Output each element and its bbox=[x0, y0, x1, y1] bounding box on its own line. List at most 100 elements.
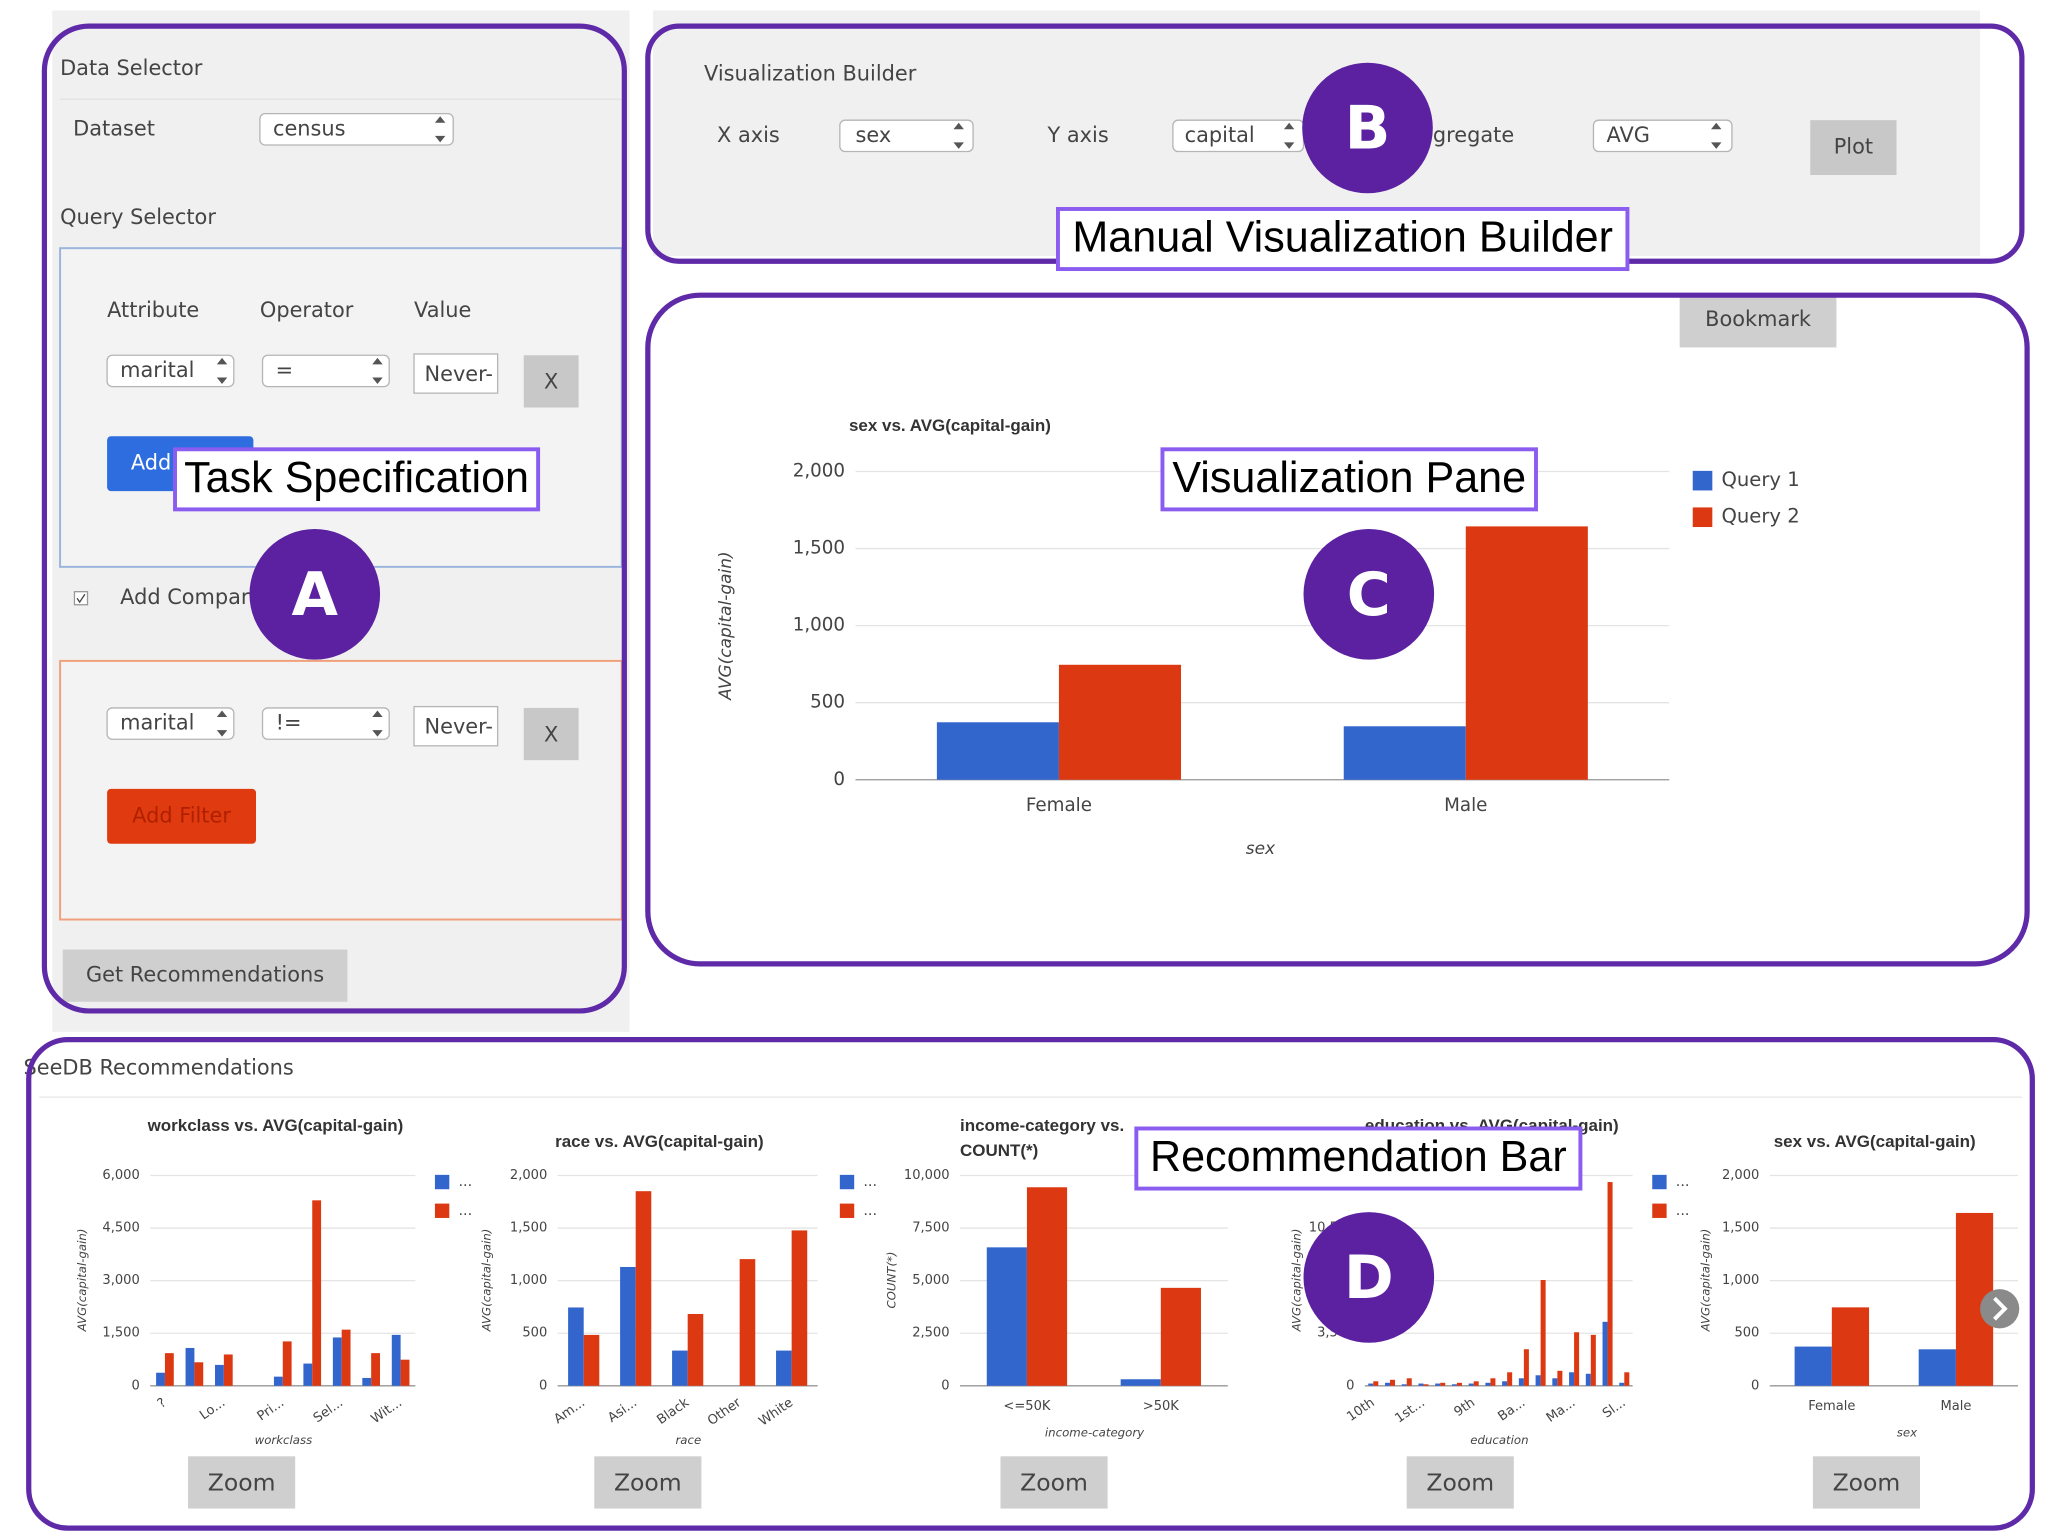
x-tick-label: ? bbox=[155, 1395, 169, 1411]
zoom-button[interactable] bbox=[1406, 1456, 1514, 1509]
bar bbox=[1585, 1373, 1591, 1386]
legend-swatch bbox=[1692, 470, 1713, 491]
aggregate-select[interactable] bbox=[1592, 119, 1733, 153]
add-filter-button[interactable] bbox=[107, 788, 256, 844]
y-tick-label: 1,500 bbox=[1722, 1221, 1759, 1236]
x-tick-label: Asi... bbox=[605, 1395, 640, 1426]
field-label: Y axis bbox=[1047, 123, 1109, 147]
y-tick-label: 7,500 bbox=[912, 1221, 949, 1236]
remove-button[interactable] bbox=[523, 355, 579, 408]
y-axis-label: COUNT(*) bbox=[885, 1251, 899, 1308]
bar bbox=[400, 1359, 410, 1386]
zoom-button[interactable] bbox=[594, 1456, 702, 1509]
annotation-label: Recommendation Bar bbox=[1150, 1133, 1567, 1181]
select-arrow bbox=[953, 122, 964, 149]
charts: sex vs. AVG(capital-gain) 0 500 1,000 1,500 2… bbox=[75, 415, 2018, 1447]
checkmark bbox=[76, 593, 86, 604]
bar bbox=[1343, 726, 1466, 780]
x-axis-label: sex bbox=[1246, 839, 1276, 859]
x-tick-label: <=50K bbox=[1003, 1399, 1050, 1414]
chart-title: sex vs. AVG(capital-gain) bbox=[848, 415, 1051, 435]
bar bbox=[1507, 1372, 1513, 1386]
bar bbox=[194, 1362, 204, 1386]
x-tick-label: Ma... bbox=[1544, 1395, 1579, 1425]
legend-label: ... bbox=[1676, 1203, 1690, 1219]
scroll-arrow-icon bbox=[1993, 1296, 2008, 1321]
x-tick-label: >50K bbox=[1143, 1399, 1180, 1414]
zoom-button[interactable] bbox=[1000, 1456, 1108, 1509]
bar bbox=[672, 1350, 688, 1386]
plot-button[interactable] bbox=[1810, 120, 1897, 176]
annotations: Task Specification A B Manual Visualizat… bbox=[173, 62, 1630, 1343]
column-header: Attribute bbox=[107, 298, 199, 322]
y-tick-label: 1,500 bbox=[102, 1326, 139, 1341]
x-axis-select[interactable] bbox=[839, 119, 974, 153]
operator-select[interactable] bbox=[261, 354, 390, 388]
x-axis-label: workclass bbox=[255, 1433, 313, 1447]
bar bbox=[1451, 1384, 1457, 1386]
y-tick-label: 500 bbox=[1734, 1326, 1759, 1341]
zoom-button[interactable] bbox=[188, 1456, 296, 1509]
annotation-box bbox=[1160, 447, 1538, 512]
bar bbox=[776, 1350, 792, 1386]
remove-button[interactable] bbox=[523, 707, 579, 761]
annotation-box bbox=[173, 447, 541, 512]
bar bbox=[791, 1230, 808, 1386]
bar bbox=[1485, 1382, 1491, 1386]
legend-swatch bbox=[1692, 507, 1713, 528]
panel-outline bbox=[41, 23, 627, 1014]
bar bbox=[1418, 1383, 1424, 1386]
annotation-badge bbox=[249, 528, 381, 660]
annotation-label: Manual Visualization Builder bbox=[1072, 214, 1613, 262]
section-title: Data Selector bbox=[60, 56, 203, 80]
select-value: sex bbox=[856, 123, 892, 147]
y-tick-label: 6,000 bbox=[102, 1168, 139, 1183]
checkbox[interactable] bbox=[73, 591, 89, 606]
dataset-select[interactable] bbox=[259, 112, 454, 146]
chart-title-box: income-category vs. COUNT(*) bbox=[960, 1115, 1125, 1160]
value-input[interactable] bbox=[413, 353, 499, 394]
select-arrow bbox=[372, 357, 383, 384]
button-text: Zoom bbox=[1833, 1468, 1901, 1496]
x-axis-label: race bbox=[675, 1433, 701, 1447]
bar bbox=[1590, 1334, 1596, 1386]
button-text: X bbox=[544, 722, 558, 746]
attribute-select[interactable] bbox=[106, 707, 235, 740]
operator-select[interactable] bbox=[261, 707, 390, 740]
button-text: Plot bbox=[1834, 135, 1873, 159]
y-axis-label: AVG(capital-gain) bbox=[480, 1229, 494, 1333]
x-tick-label: Pri... bbox=[255, 1395, 287, 1424]
bar bbox=[1552, 1378, 1558, 1386]
bookmark-button[interactable] bbox=[1679, 295, 1837, 348]
bar bbox=[1574, 1332, 1580, 1386]
x-tick-label: Male bbox=[1444, 795, 1487, 816]
bar bbox=[303, 1363, 313, 1386]
legend-swatch bbox=[1652, 1203, 1667, 1218]
attribute-select[interactable] bbox=[106, 354, 235, 388]
select-arrow bbox=[216, 357, 228, 384]
bar bbox=[1831, 1307, 1870, 1386]
get-recommendations-button[interactable] bbox=[62, 949, 348, 1002]
bar bbox=[1026, 1187, 1068, 1386]
bar bbox=[1490, 1378, 1496, 1386]
y-tick-label: 0 bbox=[833, 769, 845, 790]
bar bbox=[332, 1337, 342, 1386]
button-text: Zoom bbox=[1020, 1468, 1088, 1496]
zoom-button[interactable] bbox=[1812, 1456, 1920, 1509]
value-input[interactable] bbox=[413, 705, 499, 747]
chart-title: income-category vs. COUNT(*) bbox=[960, 1115, 1125, 1160]
button-text: X bbox=[544, 370, 558, 394]
scroll-arrow[interactable] bbox=[1980, 1289, 2020, 1329]
bar bbox=[583, 1334, 600, 1386]
annotation-badge bbox=[1303, 1212, 1435, 1343]
bar bbox=[391, 1334, 401, 1386]
input-value: Never- bbox=[424, 362, 492, 386]
chart-title: race vs. AVG(capital-gain) bbox=[555, 1131, 764, 1151]
annotation-box bbox=[1134, 1126, 1583, 1191]
legend-label: ... bbox=[863, 1203, 877, 1219]
y-tick-label: 0 bbox=[131, 1378, 139, 1393]
bar bbox=[1440, 1382, 1446, 1386]
legend-swatch bbox=[434, 1203, 450, 1218]
x-tick-label: Wit... bbox=[369, 1395, 405, 1427]
